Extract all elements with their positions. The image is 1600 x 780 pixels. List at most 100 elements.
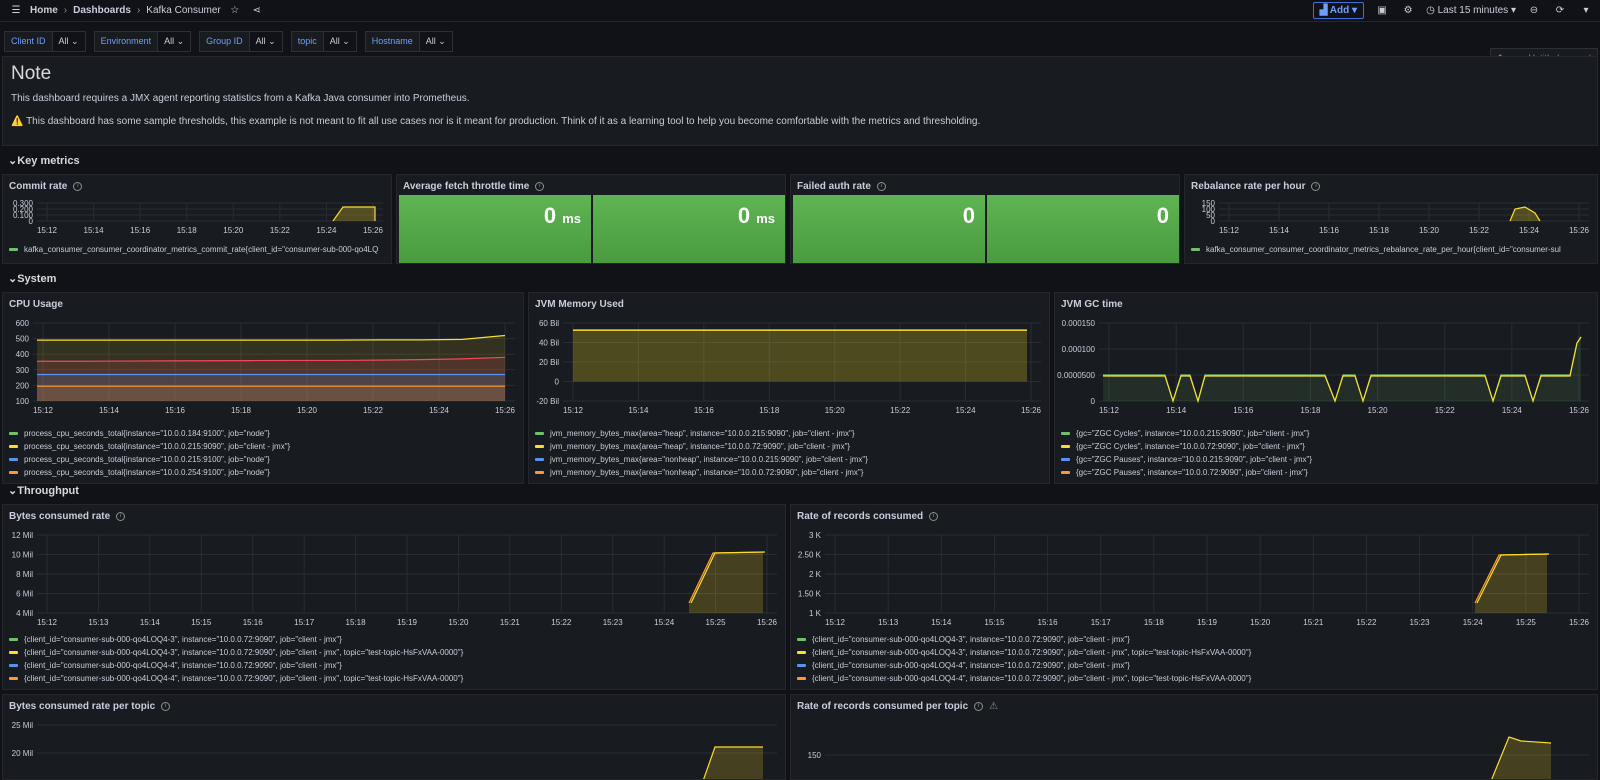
zoom-out-icon[interactable]: ⊖ xyxy=(1529,5,1539,16)
panel-title: Rate of records consumed per topic xyxy=(797,701,969,712)
legend-item[interactable]: jvm_memory_bytes_max{area="heap", instan… xyxy=(535,440,868,453)
legend-item[interactable]: {client_id="consumer-sub-000-qo4LOQ4-3",… xyxy=(797,633,1251,646)
bytes-topic-chart: 25 Mil 20 Mil xyxy=(12,721,777,779)
panel-rebalance-rate[interactable]: Rebalance rate per hour i 150 100 50 0 15:12 1… xyxy=(1184,174,1598,264)
legend-item[interactable]: {gc="ZGC Pauses", instance="10.0.0.72:90… xyxy=(1061,466,1312,479)
legend-swatch xyxy=(535,471,544,474)
time-picker[interactable]: ◷ Last 15 minutes ▾ xyxy=(1426,5,1516,16)
y-tick-label: 20 Mil xyxy=(12,749,34,758)
legend-item[interactable]: {gc="ZGC Cycles", instance="10.0.0.72:90… xyxy=(1061,440,1312,453)
legend-item[interactable]: kafka_consumer_consumer_coordinator_metr… xyxy=(24,245,379,254)
variable-select[interactable]: All ⌄ xyxy=(419,30,453,52)
warning-icon: ⚠️ xyxy=(11,116,27,127)
legend-item[interactable]: {gc="ZGC Pauses", instance="10.0.0.215:9… xyxy=(1061,453,1312,466)
info-icon[interactable]: i xyxy=(116,512,126,521)
x-tick-label: 15:21 xyxy=(500,618,521,627)
panel-commit-rate[interactable]: Commit rate i 0.300 0.200 0.100 0 15:12 15:14 1… xyxy=(2,174,392,264)
y-tick-label: 20 Bil xyxy=(539,358,559,367)
legend-item[interactable]: {client_id="consumer-sub-000-qo4LOQ4-3",… xyxy=(9,633,463,646)
top-navbar: ☰ Home › Dashboards › Kafka Consumer ☆ ⋖… xyxy=(0,0,1600,22)
panel-jvm-memory[interactable]: JVM Memory Used 60 Bil 40 Bil 20 Bil 0 -20 B… xyxy=(528,292,1050,484)
panel-failed-auth[interactable]: Failed auth rate i 0 0 xyxy=(790,174,1180,264)
info-icon[interactable]: i xyxy=(73,182,83,191)
legend-item[interactable]: {client_id="consumer-sub-000-qo4LOQ4-3",… xyxy=(797,646,1251,659)
x-tick-label: 15:14 xyxy=(931,618,952,627)
x-tick-label: 15:22 xyxy=(1469,226,1490,235)
warning-icon[interactable]: ⚠ xyxy=(989,701,999,712)
x-tick-label: 15:21 xyxy=(1303,618,1324,627)
panel-bytes-per-topic[interactable]: Bytes consumed rate per topic i 25 Mil 20 … xyxy=(2,694,786,780)
info-icon[interactable]: i xyxy=(929,512,939,521)
legend-item[interactable]: process_cpu_seconds_total{instance="10.0… xyxy=(9,466,290,479)
y-tick-label: 3 K xyxy=(809,531,822,540)
panel-bytes-consumed[interactable]: Bytes consumed rate i 12 Mil 10 Mil 8 Mil 6 … xyxy=(2,504,786,690)
legend: kafka_consumer_consumer_coordinator_metr… xyxy=(9,243,378,256)
legend-item[interactable]: {client_id="consumer-sub-000-qo4LOQ4-4",… xyxy=(797,672,1251,685)
variable-select[interactable]: All ⌄ xyxy=(323,30,357,52)
legend-label: jvm_memory_bytes_max{area="heap", instan… xyxy=(550,429,855,438)
jvm-series-area xyxy=(573,329,1027,382)
star-icon[interactable]: ☆ xyxy=(230,5,240,16)
note-line-1: This dashboard requires a JMX agent repo… xyxy=(11,93,470,104)
variable-client-id: Client ID All ⌄ xyxy=(4,30,86,52)
y-tick-label: 10 Mil xyxy=(12,551,34,560)
legend-item[interactable]: process_cpu_seconds_total{instance="10.0… xyxy=(9,427,290,440)
x-tick-label: 15:16 xyxy=(1319,226,1340,235)
x-tick-label: 15:20 xyxy=(1419,226,1440,235)
panel-fetch-throttle[interactable]: Average fetch throttle time i 0 ms 0 ms xyxy=(396,174,786,264)
cpu-series-area xyxy=(37,335,505,401)
x-tick-label: 15:24 xyxy=(1519,226,1540,235)
legend-item[interactable]: jvm_memory_bytes_max{area="nonheap", ins… xyxy=(535,453,868,466)
menu-icon[interactable]: ☰ xyxy=(11,5,21,16)
panel-records-consumed[interactable]: Rate of records consumed i 3 K 2.50 K 2 K 1.… xyxy=(790,504,1598,690)
info-icon[interactable]: i xyxy=(535,182,545,191)
legend-item[interactable]: {client_id="consumer-sub-000-qo4LOQ4-4",… xyxy=(9,659,463,672)
legend-item[interactable]: process_cpu_seconds_total{instance="10.0… xyxy=(9,440,290,453)
refresh-icon[interactable]: ⟳ xyxy=(1555,5,1565,16)
variable-select[interactable]: All ⌄ xyxy=(52,30,86,52)
stat-value: 0 xyxy=(737,203,751,228)
info-icon[interactable]: i xyxy=(1311,182,1321,191)
jvm-series-area xyxy=(573,330,1027,382)
gear-icon[interactable]: ⚙ xyxy=(1403,5,1413,16)
share-icon[interactable]: ⋖ xyxy=(252,5,261,16)
legend-item[interactable]: kafka_consumer_consumer_coordinator_metr… xyxy=(1206,245,1561,254)
row-throughput[interactable]: ⌄Throughput xyxy=(8,484,79,497)
panel-jvm-gc[interactable]: JVM GC time 0.000150 0.000100 0.0000500 0 15… xyxy=(1054,292,1598,484)
info-icon[interactable]: i xyxy=(161,702,171,711)
legend-item[interactable]: process_cpu_seconds_total{instance="10.0… xyxy=(9,453,290,466)
panel-cpu-usage[interactable]: CPU Usage 600 500 400 300 200 100 15:12 15:14 15… xyxy=(2,292,524,484)
x-tick-label: 15:14 xyxy=(99,406,120,415)
legend-item[interactable]: {client_id="consumer-sub-000-qo4LOQ4-4",… xyxy=(797,659,1251,672)
legend-swatch xyxy=(797,677,806,680)
x-tick-label: 15:12 xyxy=(1099,406,1120,415)
time-range-label: Last 15 minutes xyxy=(1437,5,1509,16)
row-key-metrics[interactable]: ⌄Key metrics xyxy=(8,154,80,167)
variable-label: Environment xyxy=(93,30,159,52)
y-tick-label: 1 K xyxy=(809,609,822,618)
variable-select[interactable]: All ⌄ xyxy=(249,30,283,52)
x-tick-label: 15:20 xyxy=(297,406,318,415)
note-line-2-text: This dashboard has some sample threshold… xyxy=(26,116,981,127)
legend-item[interactable]: jvm_memory_bytes_max{area="nonheap", ins… xyxy=(535,466,868,479)
legend-item[interactable]: {client_id="consumer-sub-000-qo4LOQ4-4",… xyxy=(9,672,463,685)
legend-label: {gc="ZGC Cycles", instance="10.0.0.215:9… xyxy=(1076,429,1310,438)
x-tick-label: 15:23 xyxy=(603,618,624,627)
row-system[interactable]: ⌄System xyxy=(8,272,56,285)
variable-select[interactable]: All ⌄ xyxy=(158,30,192,52)
breadcrumb-home[interactable]: Home xyxy=(30,5,58,16)
save-icon[interactable]: ▣ xyxy=(1377,5,1387,16)
breadcrumb-dashboards[interactable]: Dashboards xyxy=(73,5,131,16)
info-icon[interactable]: i xyxy=(876,182,886,191)
info-icon[interactable]: i xyxy=(974,702,984,711)
panel-records-per-topic[interactable]: Rate of records consumed per topic i ⚠ 150 xyxy=(790,694,1598,780)
y-tick-label: 6 Mil xyxy=(16,590,33,599)
y-tick-label: 2 K xyxy=(809,570,822,579)
chevron-down-icon[interactable]: ▾ xyxy=(1583,5,1589,16)
legend-item[interactable]: {client_id="consumer-sub-000-qo4LOQ4-3",… xyxy=(9,646,463,659)
add-button[interactable]: ▟ Add ▾ xyxy=(1312,2,1365,19)
x-tick-label: 15:12 xyxy=(825,618,846,627)
legend-item[interactable]: {gc="ZGC Cycles", instance="10.0.0.215:9… xyxy=(1061,427,1312,440)
legend-item[interactable]: jvm_memory_bytes_max{area="heap", instan… xyxy=(535,427,868,440)
